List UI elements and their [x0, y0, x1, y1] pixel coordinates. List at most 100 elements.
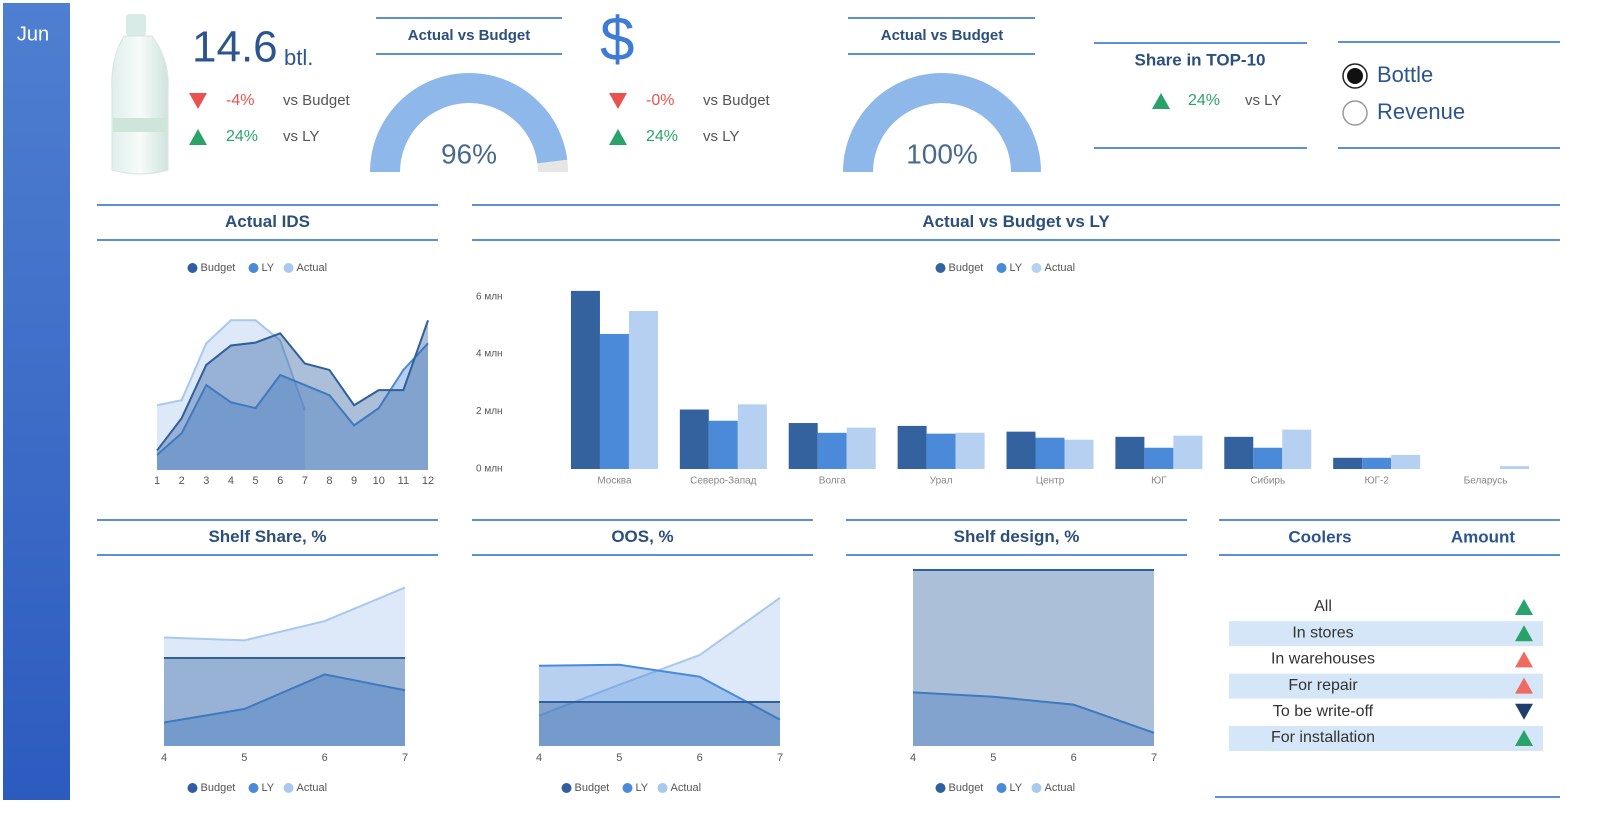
x-tick-label: Москва	[597, 476, 632, 487]
y-tick-label: 6 млн	[476, 291, 503, 302]
bar	[628, 310, 658, 469]
radio-label[interactable]: Bottle	[1377, 62, 1433, 87]
area-fill	[539, 702, 780, 746]
bar	[788, 423, 818, 469]
bar	[570, 290, 600, 469]
bar	[1362, 457, 1392, 469]
x-tick-label: 4	[910, 752, 916, 764]
trend-arrow	[609, 93, 627, 109]
radio-button[interactable]	[1342, 100, 1368, 126]
kpi-delta: -4%	[226, 92, 254, 109]
x-tick-label: Северо-Запад	[690, 476, 757, 487]
trend-arrow	[1152, 93, 1170, 109]
radio-dot	[1347, 68, 1363, 84]
chart-title: Actual vs Budget vs LY	[922, 212, 1110, 231]
table-header: Amount	[1451, 527, 1516, 546]
x-tick-label: 1	[154, 475, 160, 487]
row-arrow	[1515, 703, 1533, 720]
table-header: Coolers	[1288, 527, 1351, 546]
y-tick-label: 4 млн	[476, 349, 503, 360]
legend-label: LY	[262, 262, 275, 274]
legend-dot	[935, 783, 946, 793]
bar	[846, 427, 876, 469]
x-tick-label: 6	[277, 475, 283, 487]
x-tick-label: 10	[373, 475, 385, 487]
bar	[1500, 466, 1530, 469]
legend-label: LY	[262, 782, 275, 794]
area-fill	[913, 570, 1154, 746]
x-tick-label: ЮГ-2	[1364, 476, 1389, 487]
series-line	[163, 673, 406, 724]
kpi-delta-label: vs LY	[703, 128, 739, 145]
legend-label: Actual	[1045, 782, 1076, 794]
x-tick-label: Урал	[930, 476, 953, 487]
bar	[1391, 454, 1421, 469]
kpi-value: $	[600, 5, 634, 74]
bar	[708, 420, 738, 469]
bar	[897, 425, 927, 469]
series-line	[156, 319, 306, 411]
x-tick-label: 6	[322, 752, 328, 764]
row-band	[1229, 726, 1543, 751]
row-name: In stores	[1292, 624, 1353, 641]
x-tick-label: 3	[203, 475, 209, 487]
chart-title: Shelf Share, %	[208, 527, 326, 546]
legend-label: Budget	[949, 782, 984, 794]
bar	[1224, 436, 1254, 469]
area-fill	[157, 320, 428, 470]
legend-dot	[283, 263, 294, 273]
row-band	[1229, 673, 1543, 699]
kpi-unit: btl.	[284, 45, 313, 70]
trend-arrow	[609, 129, 627, 145]
area-fill	[164, 674, 405, 746]
x-tick-label: 11	[398, 475, 409, 487]
bar	[1064, 439, 1094, 469]
x-tick-label: 5	[252, 475, 258, 487]
chart-title: OOS, %	[611, 527, 673, 546]
row-arrow	[1515, 625, 1533, 642]
sidebar[interactable]	[3, 3, 70, 800]
legend-dot	[248, 263, 259, 273]
kpi-delta: 24%	[226, 128, 258, 145]
y-tick-label: 0 млн	[476, 464, 503, 475]
chart-title: Actual vs Budget	[408, 27, 531, 44]
bar	[1144, 447, 1174, 469]
bar	[737, 404, 767, 469]
x-tick-label: 6	[697, 752, 703, 764]
kpi-delta-label: vs LY	[1245, 92, 1281, 109]
legend-dot	[561, 783, 572, 793]
area-fill	[164, 658, 405, 746]
row-band	[1229, 621, 1543, 647]
row-name: To be write-off	[1273, 703, 1374, 720]
kpi-delta: 24%	[646, 128, 678, 145]
legend-label: Budget	[949, 262, 984, 274]
legend-dot	[657, 783, 668, 793]
legend-label: Actual	[1045, 262, 1076, 274]
trend-arrow	[189, 93, 207, 109]
x-tick-label: Беларусь	[1464, 476, 1508, 487]
gauge-value	[370, 73, 568, 172]
area-fill	[164, 587, 405, 746]
kpi-delta: -0%	[646, 92, 674, 109]
bar	[1253, 447, 1283, 469]
x-tick-label: Центр	[1036, 476, 1065, 487]
month-label: Jun	[17, 23, 49, 45]
kpi-delta-label: vs LY	[283, 128, 319, 145]
kpi-delta-label: vs Budget	[283, 92, 351, 109]
trend-arrow	[189, 129, 207, 145]
chart-title: Actual IDS	[225, 212, 310, 231]
x-tick-label: ЮГ	[1151, 476, 1167, 487]
area-fill	[539, 597, 780, 746]
x-tick-label: 8	[326, 475, 332, 487]
legend-label: Budget	[201, 782, 236, 794]
x-tick-label: 4	[536, 752, 542, 764]
chart-title: Shelf design, %	[954, 527, 1080, 546]
radio-label[interactable]: Revenue	[1377, 99, 1465, 124]
x-tick-label: 7	[1151, 752, 1157, 764]
x-tick-label: 7	[302, 475, 308, 487]
legend-label: Actual	[297, 782, 328, 794]
legend-dot	[187, 783, 198, 793]
kpi-delta: 24%	[1188, 92, 1220, 109]
legend-dot	[283, 783, 294, 793]
